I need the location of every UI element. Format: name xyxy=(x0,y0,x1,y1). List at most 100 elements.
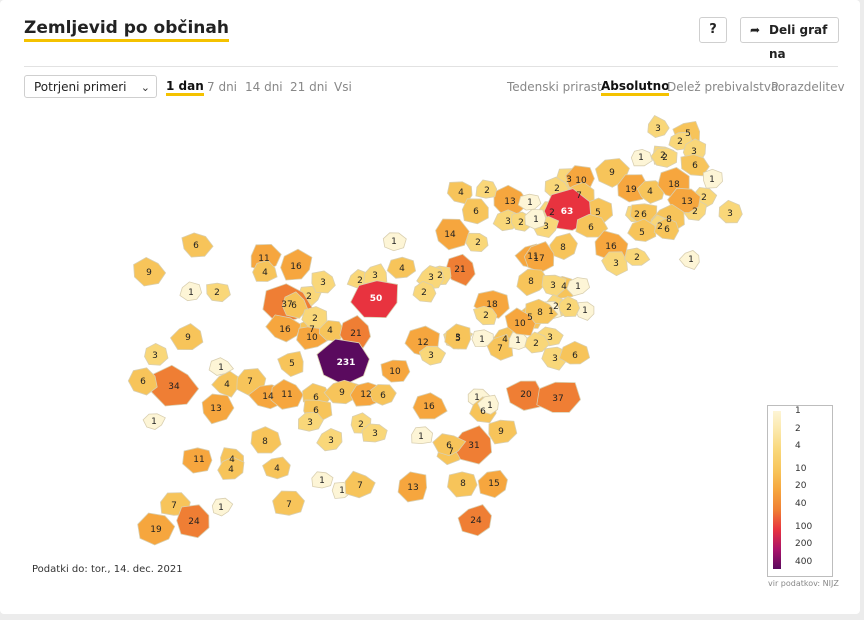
municipality-value-label: 1 xyxy=(515,336,521,346)
period-tab-7-days[interactable]: 7 dni xyxy=(207,80,238,94)
municipality-value-label: 2 xyxy=(518,218,524,228)
municipality-value-label: 1 xyxy=(319,476,325,486)
municipality-region[interactable] xyxy=(211,497,234,517)
municipality-region[interactable] xyxy=(176,504,210,539)
municipality-region[interactable] xyxy=(647,114,670,139)
municipality-region[interactable] xyxy=(277,351,304,378)
metric-select[interactable]: Potrjeni primeri ⌄ xyxy=(24,75,157,98)
municipality-region[interactable] xyxy=(524,331,550,354)
municipality-region[interactable] xyxy=(250,426,282,454)
municipality-region[interactable] xyxy=(169,323,204,351)
municipality-region[interactable] xyxy=(477,469,508,499)
municipality-region[interactable] xyxy=(252,260,278,282)
municipality-region[interactable] xyxy=(624,247,651,266)
municipality-region[interactable] xyxy=(411,426,434,445)
municipality-region[interactable] xyxy=(181,232,214,258)
municipality-region[interactable] xyxy=(630,148,653,167)
municipality-region[interactable] xyxy=(524,298,559,324)
period-tab-21-days[interactable]: 21 dni xyxy=(290,80,328,94)
municipality-region[interactable] xyxy=(412,392,448,420)
municipality-region[interactable] xyxy=(217,456,245,480)
help-button[interactable]: ? xyxy=(699,17,727,43)
municipality-value-label: 24 xyxy=(470,516,482,526)
municipality-region[interactable] xyxy=(323,379,359,405)
municipality-region[interactable] xyxy=(262,456,291,480)
municipality-region[interactable] xyxy=(182,447,213,474)
municipality-region[interactable] xyxy=(316,427,343,452)
municipality-value-label: 3 xyxy=(428,273,434,283)
municipality-region[interactable] xyxy=(678,250,700,270)
municipality-region[interactable] xyxy=(297,411,324,432)
municipality-value-label: 3 xyxy=(543,222,549,232)
municipality-region[interactable] xyxy=(471,329,494,348)
municipality-region[interactable] xyxy=(311,471,334,489)
municipality-region[interactable] xyxy=(208,357,235,376)
period-tab-1-day[interactable]: 1 dan xyxy=(166,80,204,96)
period-tab-all[interactable]: Vsi xyxy=(334,80,352,94)
municipality-region[interactable] xyxy=(281,291,309,319)
municipality-region[interactable] xyxy=(386,256,417,279)
municipality-region[interactable] xyxy=(508,331,529,350)
municipality-region[interactable] xyxy=(270,379,304,410)
mode-tab-absolute[interactable]: Absolutno xyxy=(601,80,670,96)
municipality-region[interactable] xyxy=(504,307,536,337)
municipality-region[interactable] xyxy=(477,394,499,415)
municipality-value-label: 1 xyxy=(582,306,588,316)
municipality-region[interactable] xyxy=(412,280,437,303)
municipality-region[interactable] xyxy=(465,232,489,253)
share-button[interactable]: ➦ Deli graf na xyxy=(740,17,839,61)
mode-tab-population-share[interactable]: Delež prebivalstva xyxy=(667,80,779,94)
municipality-region[interactable] xyxy=(382,232,407,252)
municipality-region[interactable] xyxy=(265,314,302,343)
municipality-region[interactable] xyxy=(179,281,203,302)
municipality-value-label: 9 xyxy=(498,427,504,437)
municipality-region[interactable] xyxy=(575,213,609,238)
municipality-region[interactable] xyxy=(301,306,328,329)
municipality-region[interactable] xyxy=(272,490,305,516)
municipality-region[interactable] xyxy=(650,147,678,168)
municipality-region[interactable] xyxy=(653,217,680,241)
municipality-region[interactable] xyxy=(435,218,470,251)
municipality-region[interactable] xyxy=(457,504,492,537)
municipality-region[interactable] xyxy=(516,268,550,297)
municipality-region[interactable] xyxy=(397,471,428,503)
municipality-region[interactable] xyxy=(536,381,581,413)
mode-tab-distribution[interactable]: Porazdelitev xyxy=(771,80,845,94)
municipality-region[interactable] xyxy=(627,218,657,242)
municipality-region[interactable] xyxy=(206,282,231,303)
municipality-region[interactable] xyxy=(311,270,336,294)
municipality-region[interactable] xyxy=(418,345,447,366)
municipality-region[interactable] xyxy=(524,208,547,230)
municipality-region[interactable] xyxy=(137,512,176,546)
municipality-region[interactable] xyxy=(144,342,169,366)
municipality-region[interactable] xyxy=(558,295,581,318)
municipality-region[interactable] xyxy=(350,280,399,319)
municipality-region[interactable] xyxy=(488,419,518,445)
municipality-region[interactable] xyxy=(549,232,578,260)
municipality-region[interactable] xyxy=(380,359,411,383)
municipality-region[interactable] xyxy=(133,256,167,287)
mode-tab-weekly-growth[interactable]: Tedenski prirast xyxy=(507,80,602,94)
municipality-region[interactable] xyxy=(475,179,498,199)
municipality-value-label: 4 xyxy=(262,268,268,278)
municipality-region[interactable] xyxy=(127,367,158,396)
municipality-region[interactable] xyxy=(680,154,710,177)
municipality-region[interactable] xyxy=(368,384,397,406)
municipality-region[interactable] xyxy=(472,305,498,326)
municipality-region[interactable] xyxy=(702,168,723,189)
municipality-region[interactable] xyxy=(344,470,376,499)
period-tab-14-days[interactable]: 14 dni xyxy=(245,80,283,94)
municipality-region[interactable] xyxy=(142,413,166,430)
municipality-region[interactable] xyxy=(558,340,591,365)
municipality-region[interactable] xyxy=(361,423,388,443)
municipality-region[interactable] xyxy=(201,393,235,425)
municipality-region[interactable] xyxy=(445,253,476,287)
municipality-region[interactable] xyxy=(718,199,743,224)
municipality-region[interactable] xyxy=(461,198,489,225)
municipality-region[interactable] xyxy=(446,181,473,205)
municipality-region[interactable] xyxy=(566,277,591,297)
municipality-region[interactable] xyxy=(447,471,478,498)
municipality-region[interactable] xyxy=(280,248,313,281)
municipality-region[interactable] xyxy=(444,323,472,350)
municipality-region[interactable] xyxy=(432,433,467,457)
